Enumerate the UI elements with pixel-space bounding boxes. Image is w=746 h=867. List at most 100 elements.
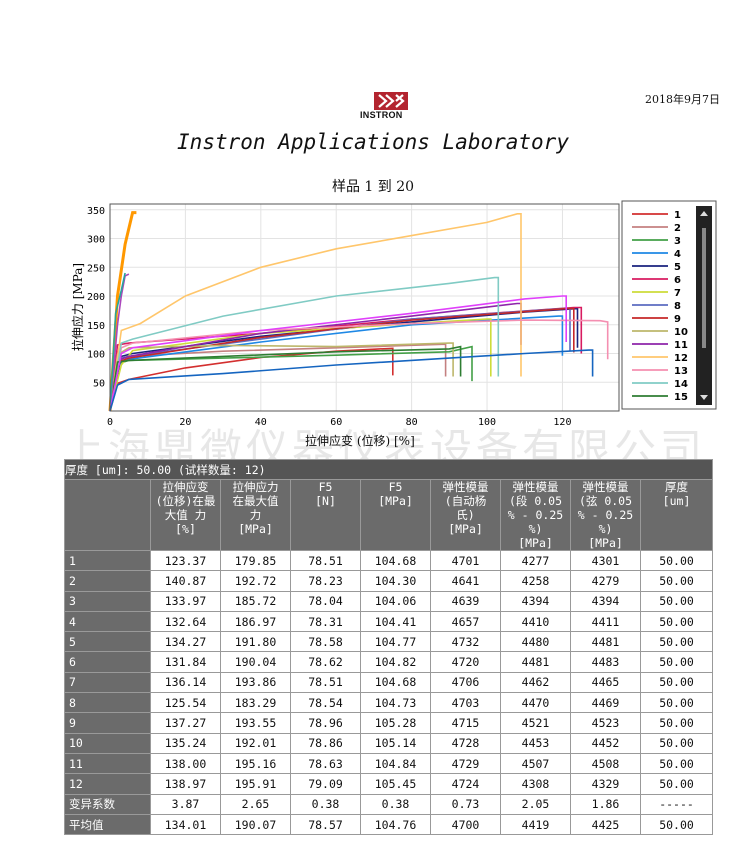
column-header-line: % - 0.25	[507, 508, 564, 522]
column-header-line: (段 0.05	[508, 494, 563, 508]
table-row: 4 132.64 186.97 78.31 104.41 4657 4410 4411 50.0…	[64, 610, 714, 633]
table-cell: 50.00	[639, 610, 714, 633]
table-cell: 4258	[500, 570, 571, 592]
table-cell: 104.82	[360, 651, 431, 673]
table-cell: 123.37	[150, 549, 221, 572]
table-row: 1 123.37 179.85 78.51 104.68 4701 4277 4301 50.0…	[64, 549, 714, 572]
y-tick-label: 150	[87, 321, 105, 332]
table-cell: 4394	[570, 590, 641, 612]
table-cell: 78.57	[290, 813, 361, 836]
column-header-line: 氏)	[456, 508, 475, 522]
x-tick-label: 60	[330, 417, 342, 428]
column-header-line: 厚度	[665, 480, 689, 494]
table-cell: 179.85	[220, 549, 291, 572]
x-tick-label: 120	[553, 417, 571, 428]
table-cell: 4720	[430, 651, 501, 673]
x-ticks: 0 20 40 60 80 100 120	[107, 417, 571, 428]
table-cell: 104.73	[360, 692, 431, 714]
table-cell: 78.31	[290, 610, 361, 633]
table-cell: 132.64	[150, 610, 221, 633]
column-header-8: 厚度 [um]	[639, 479, 714, 551]
table-cell: 131.84	[150, 651, 221, 673]
table-cell: 4724	[430, 773, 501, 795]
legend-label: 7	[674, 288, 681, 299]
table-cell: 134.01	[150, 813, 221, 836]
table-cell: 78.96	[290, 712, 361, 734]
table-cell: 4523	[570, 712, 641, 734]
table-cell: 186.97	[220, 610, 291, 633]
table-row: 12 138.97 195.91 79.09 105.45 4724 4308 4329 50.…	[64, 773, 714, 795]
column-header-line: 在最大值	[232, 494, 279, 508]
legend-label: 8	[674, 301, 681, 312]
table-cell: 138.97	[150, 773, 221, 795]
row-label: 1	[64, 549, 151, 572]
row-label: 平均值	[64, 813, 151, 836]
y-tick-label: 250	[87, 263, 105, 274]
table-cell: 136.14	[150, 671, 221, 694]
table-cell: 104.30	[360, 570, 431, 592]
table-cell: 4329	[570, 773, 641, 795]
table-cell: 50.00	[639, 631, 714, 653]
column-header-line: 弹性模量	[582, 480, 629, 494]
column-header-3: F5 [N]	[290, 479, 361, 551]
table-cell: 105.28	[360, 712, 431, 734]
table-cell: 4715	[430, 712, 501, 734]
column-header-line: %)	[598, 522, 613, 536]
column-header-line: %)	[528, 522, 543, 536]
column-header-line: [MPa]	[518, 536, 553, 550]
column-header-line: [MPa]	[588, 536, 623, 550]
series-line-17	[109, 273, 130, 412]
plot-frame	[109, 203, 620, 412]
series-line-12	[109, 213, 522, 412]
table-cell: 4279	[570, 570, 641, 592]
legend-label: 3	[674, 236, 681, 247]
logo-text: INSTRON	[360, 110, 403, 120]
stress-strain-chart: 50 100 150 200 250 300 350 0 20 40 60 80 100 120 拉伸应…	[70, 200, 717, 428]
legend-label: 6	[674, 275, 681, 286]
table-row: 2 140.87 192.72 78.23 104.30 4641 4258 4279 50.0…	[64, 570, 714, 592]
column-header-line: 弹性模量	[442, 480, 489, 494]
legend-label: 4	[674, 249, 681, 260]
table-cell: 4480	[500, 631, 571, 653]
table-cell: 183.29	[220, 692, 291, 714]
table-row: 6 131.84 190.04 78.62 104.82 4720 4481 4483 50.0…	[64, 651, 714, 673]
series-line-20	[109, 349, 594, 412]
table-cell: 4732	[430, 631, 501, 653]
row-label: 7	[64, 671, 151, 694]
table-cell: 133.97	[150, 590, 221, 612]
table-cell: 78.62	[290, 651, 361, 673]
column-header-line: (弦 0.05	[578, 494, 633, 508]
legend-label: 14	[674, 379, 688, 390]
table-cell: 50.00	[639, 651, 714, 673]
table-cell: 193.55	[220, 712, 291, 734]
column-header-line: 拉伸应力	[232, 480, 279, 494]
column-header-line: F5	[388, 480, 403, 494]
x-axis-label: 拉伸应变 (位移) [%]	[305, 434, 415, 448]
table-cell: 4641	[430, 570, 501, 592]
table-cell: 191.80	[220, 631, 291, 653]
report-date: 2018年9月7日	[645, 93, 720, 106]
scroll-thumb[interactable]	[702, 228, 706, 348]
table-cell: 4481	[570, 631, 641, 653]
row-label: 6	[64, 651, 151, 673]
scroll-down-icon[interactable]	[700, 395, 708, 400]
table-cell: 50.00	[639, 590, 714, 612]
legend-label: 1	[674, 210, 681, 221]
table-cell: 78.58	[290, 631, 361, 653]
table-cell: 78.23	[290, 570, 361, 592]
table-cell: 140.87	[150, 570, 221, 592]
y-tick-label: 50	[93, 378, 105, 389]
scroll-up-icon[interactable]	[700, 211, 708, 216]
table-cell: 4410	[500, 610, 571, 633]
table-row: 10 135.24 192.01 78.86 105.14 4728 4453 4452 50.…	[64, 732, 714, 754]
legend-label: 11	[674, 340, 688, 351]
row-label: 10	[64, 732, 151, 754]
table-cell: 104.76	[360, 813, 431, 836]
y-tick-label: 300	[87, 235, 105, 246]
column-header-line: (自动杨	[444, 494, 487, 508]
page-title: Instron Applications Laboratory	[177, 130, 569, 154]
table-cell: 79.09	[290, 773, 361, 795]
table-cell: 195.16	[220, 752, 291, 775]
table-row: 平均值 134.01 190.07 78.57 104.76 4700 4419 4425 50…	[64, 813, 714, 836]
table-cell: 78.86	[290, 732, 361, 754]
